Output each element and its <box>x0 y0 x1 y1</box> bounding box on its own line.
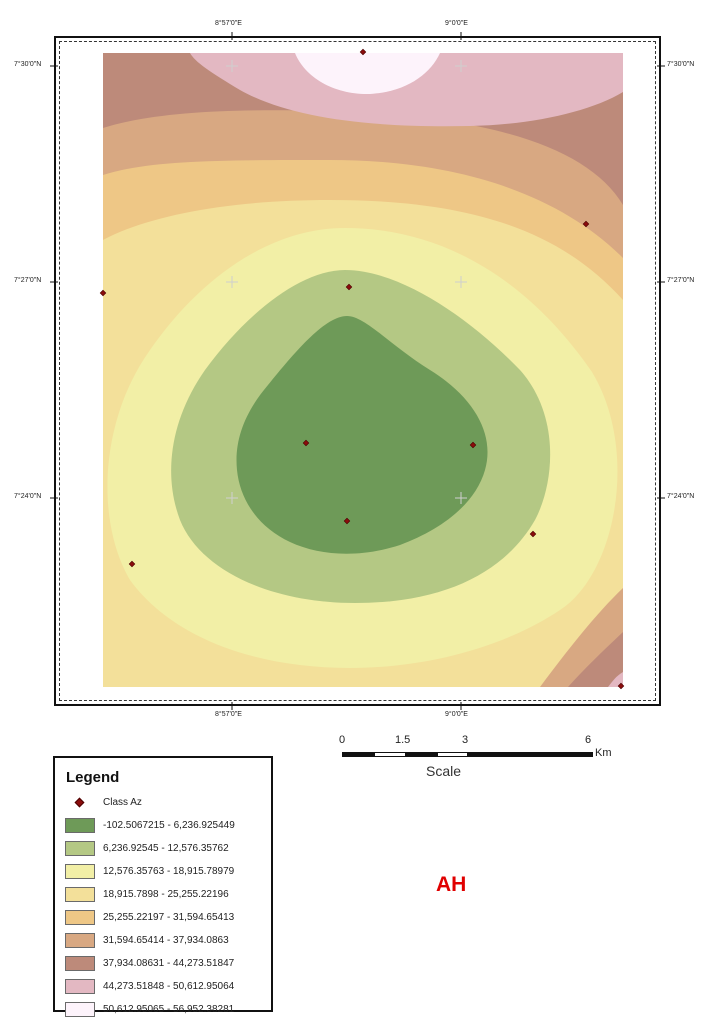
legend-class-label: 37,934.08631 - 44,273.51847 <box>103 957 235 969</box>
scale-unit: Km <box>595 747 612 759</box>
legend-class-label: 50,612.95065 - 56,952.38281 <box>103 1003 235 1015</box>
legend-class-label: 12,576.35763 - 18,915.78979 <box>103 865 235 877</box>
graticule-cross <box>455 492 467 504</box>
legend-class-label: 18,915.7898 - 25,255.22196 <box>103 888 229 900</box>
sample-point <box>469 441 477 449</box>
legend-class-label: -102.5067215 - 6,236.925449 <box>103 819 235 831</box>
zone-class-1 <box>236 316 488 554</box>
graticule-cross <box>455 60 467 72</box>
legend-swatch <box>65 886 95 902</box>
sample-point <box>529 530 537 538</box>
legend-point-row: Class Az <box>65 796 142 808</box>
coord-label-right: 7°30'0"N <box>667 61 695 68</box>
legend-row: 6,236.92545 - 12,576.35762 <box>65 839 229 857</box>
sample-point <box>343 517 351 525</box>
legend-swatch <box>65 863 95 879</box>
scale-segment <box>374 752 406 757</box>
scale-segment <box>406 752 437 757</box>
legend-row: 25,255.22197 - 31,594.65413 <box>65 908 234 926</box>
sample-point <box>128 560 136 568</box>
legend-swatch <box>65 932 95 948</box>
sample-points <box>99 48 625 690</box>
coord-label-top: 9°0'0"E <box>445 20 468 27</box>
zone-class-8-top <box>190 53 623 127</box>
sample-point <box>359 48 367 56</box>
legend-row: 12,576.35763 - 18,915.78979 <box>65 862 234 880</box>
legend-swatch <box>65 909 95 925</box>
scale-label: 6 <box>585 734 592 746</box>
scale-label: 1.5 <box>395 734 411 746</box>
legend-row: 31,594.65414 - 37,934.0863 <box>65 931 229 949</box>
contour-map[interactable] <box>0 0 714 720</box>
legend-point-label: Class Az <box>103 796 142 808</box>
legend-class-label: 6,236.92545 - 12,576.35762 <box>103 842 229 854</box>
legend-swatch <box>65 955 95 971</box>
zone-class-9-top <box>295 53 440 95</box>
legend-swatch <box>65 978 95 994</box>
sample-point <box>582 220 590 228</box>
scale-segment <box>342 752 374 757</box>
scale-label: 3 <box>462 734 469 746</box>
zone-class-8-bottom <box>608 672 623 687</box>
legend-row: -102.5067215 - 6,236.925449 <box>65 816 235 834</box>
graticule-cross <box>226 492 238 504</box>
legend-class-label: 25,255.22197 - 31,594.65413 <box>103 911 235 923</box>
scale-title: Scale <box>426 763 462 779</box>
legend-title: Legend <box>66 769 120 786</box>
sample-point <box>617 682 625 690</box>
point-symbol-icon <box>65 796 95 808</box>
coord-label-top: 8°57'0"E <box>215 20 242 27</box>
graticule-cross <box>226 60 238 72</box>
coord-label-bottom: 9°0'0"E <box>445 711 468 718</box>
legend: Legend Class Az -102.5067215 - 6,236.925… <box>53 756 273 1017</box>
coord-label-right: 7°27'0"N <box>667 277 695 284</box>
map-neatline <box>59 41 656 701</box>
coord-label-left: 7°24'0"N <box>14 493 42 500</box>
legend-row: 37,934.08631 - 44,273.51847 <box>65 954 234 972</box>
scale-label: 0 <box>339 734 346 746</box>
sample-point <box>345 283 353 291</box>
scale-bar: 0 1.5 3 6 Km Scale <box>338 734 628 784</box>
legend-row: 50,612.95065 - 56,952.38281 <box>65 1000 234 1018</box>
sample-point <box>99 289 107 297</box>
legend-swatch <box>65 817 95 833</box>
legend-row: 18,915.7898 - 25,255.22196 <box>65 885 229 903</box>
zone-class-7-bottom <box>568 632 623 687</box>
legend-swatch <box>65 1001 95 1017</box>
scale-segment <box>468 752 593 757</box>
frame-ticks <box>50 32 665 710</box>
coord-label-left: 7°27'0"N <box>14 277 42 284</box>
graticule-cross <box>226 276 238 288</box>
legend-class-label: 31,594.65414 - 37,934.0863 <box>103 934 229 946</box>
legend-class-label: 44,273.51848 - 50,612.95064 <box>103 980 235 992</box>
legend-row: 44,273.51848 - 50,612.95064 <box>65 977 234 995</box>
coord-label-right: 7°24'0"N <box>667 493 695 500</box>
graticule <box>226 60 467 504</box>
scale-segment <box>437 752 468 757</box>
legend-swatch <box>65 840 95 856</box>
coord-label-left: 7°30'0"N <box>14 61 42 68</box>
graticule-cross <box>455 276 467 288</box>
sample-point <box>302 439 310 447</box>
map-label: AH <box>436 873 467 896</box>
coord-label-bottom: 8°57'0"E <box>215 711 242 718</box>
